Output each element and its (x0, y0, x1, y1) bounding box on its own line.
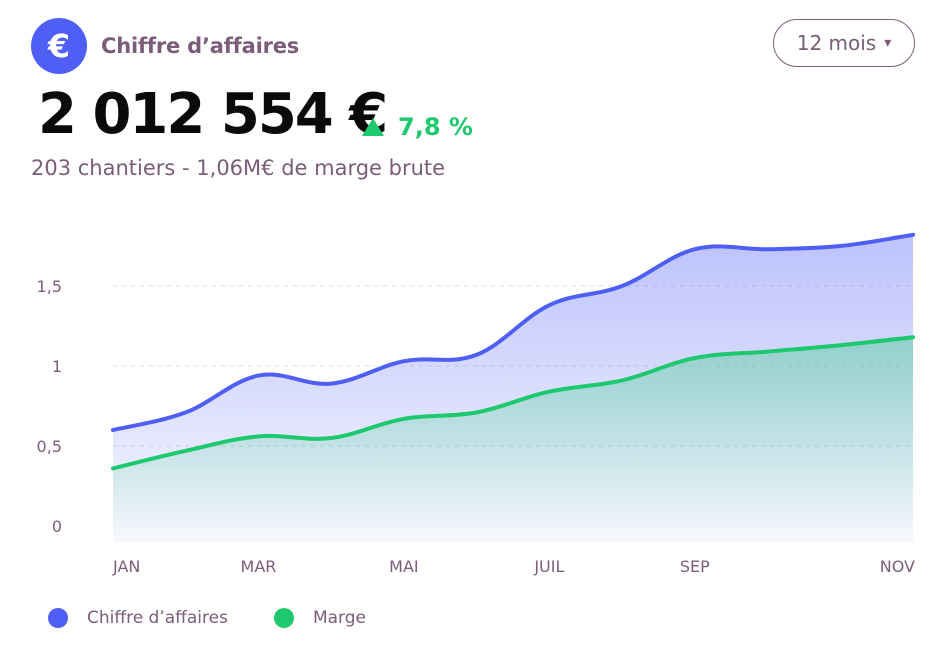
legend-dot-margin (273, 608, 294, 628)
period-select[interactable]: 12 mois ▾ (773, 19, 915, 67)
x-tick-label: JAN (112, 557, 140, 576)
y-tick-label: 1 (52, 357, 62, 376)
legend-label-revenue: Chiffre d’affaires (87, 608, 228, 628)
kpi-trend-value: 7,8 % (398, 113, 473, 141)
legend-dot-revenue (48, 608, 68, 628)
legend-item-margin[interactable]: Marge (273, 608, 366, 628)
series-line-revenue (111, 232, 915, 432)
area-margin (113, 337, 913, 542)
kpi-value: 2 012 554 € (38, 82, 388, 147)
legend-label-margin: Marge (312, 608, 366, 628)
y-tick-label: 0 (52, 517, 62, 536)
x-tick-label: MAR (241, 557, 277, 576)
chart-legend: Chiffre d’affaires Marge (48, 608, 412, 628)
card-header: € Chiffre d’affaires (31, 18, 299, 74)
kpi-trend: 7,8 % (362, 113, 473, 141)
series-line-margin (111, 335, 915, 471)
x-tick-label: MAI (389, 557, 418, 576)
period-select-value: 12 mois (796, 31, 877, 55)
kpi-subtitle: 203 chantiers - 1,06M€ de marge brute (31, 156, 446, 180)
card-title: Chiffre d’affaires (101, 34, 300, 58)
x-tick-label: JUIL (533, 557, 564, 576)
chevron-down-icon: ▾ (884, 35, 892, 51)
legend-item-revenue[interactable]: Chiffre d’affaires (48, 608, 228, 628)
y-tick-label: 0,5 (37, 437, 62, 456)
euro-icon: € (31, 18, 87, 74)
x-tick-label: SEP (680, 557, 710, 576)
euro-glyph: € (47, 27, 71, 65)
x-tick-label: NOV (880, 557, 915, 576)
y-tick-label: 1,5 (37, 277, 62, 296)
triangle-up-icon (362, 118, 384, 136)
